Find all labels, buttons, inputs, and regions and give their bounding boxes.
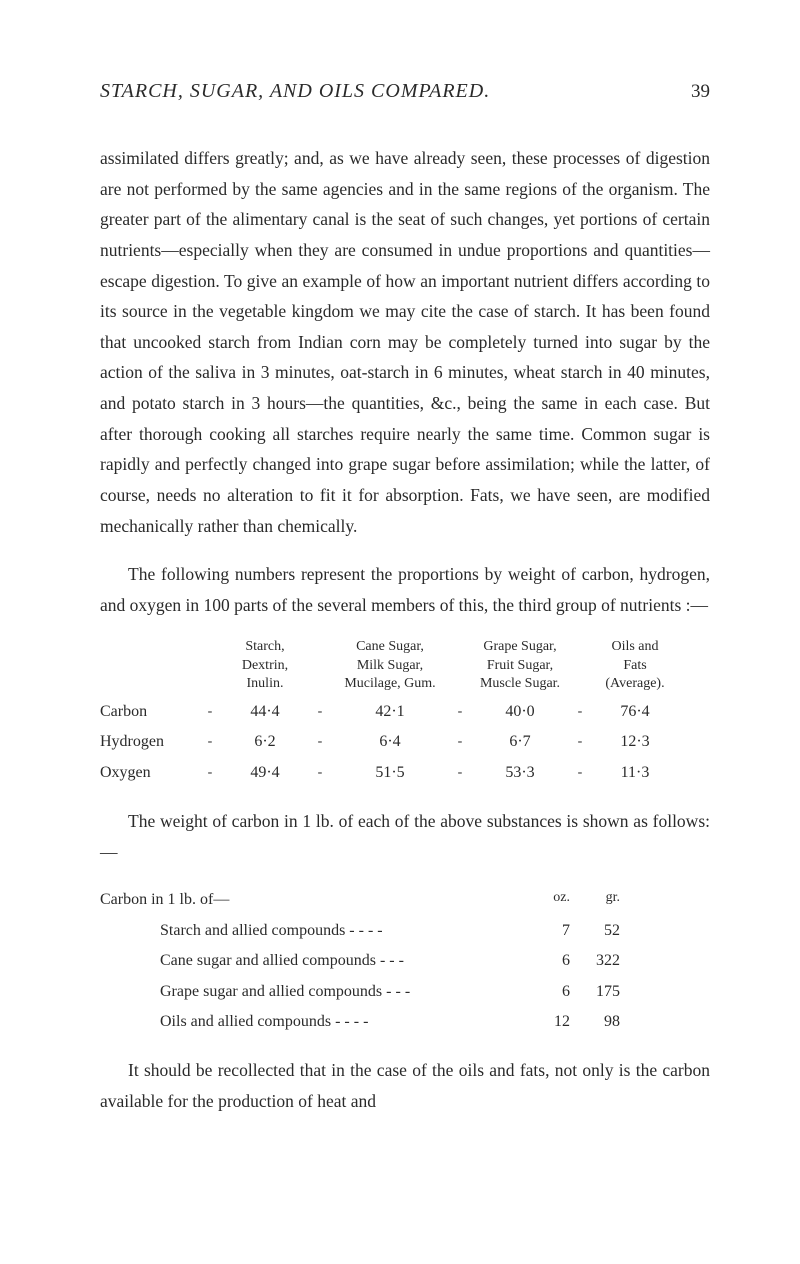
cell: 12·3 <box>590 727 680 757</box>
table-row: Carbon - 44·4 - 42·1 - 40·0 - 76·4 <box>100 697 710 727</box>
list-item-label: Starch and allied compounds - - - - <box>160 916 520 946</box>
header-title: STARCH, SUGAR, AND OILS COMPARED. <box>100 80 490 103</box>
table-header-col4: Oils andFats(Average). <box>590 638 680 693</box>
page-header: STARCH, SUGAR, AND OILS COMPARED. 39 <box>100 80 710 103</box>
cell: 49·4 <box>220 758 310 788</box>
cell: 53·3 <box>470 758 570 788</box>
paragraph-1: assimilated differs greatly; and, as we … <box>100 143 710 541</box>
table-header-col1: Starch,Dextrin,Inulin. <box>220 638 310 693</box>
list-row: Oils and allied compounds - - - - 12 98 <box>100 1007 710 1037</box>
cell: 44·4 <box>220 697 310 727</box>
cell: 6·4 <box>330 727 450 757</box>
cell: 6·2 <box>220 727 310 757</box>
list-row: Cane sugar and allied compounds - - - 6 … <box>100 946 710 976</box>
row-label: Carbon <box>100 697 200 727</box>
list-row: Grape sugar and allied compounds - - - 6… <box>100 977 710 1007</box>
list-header: Carbon in 1 lb. of— oz. gr. <box>100 885 710 915</box>
list-gr: 52 <box>570 916 620 946</box>
list-oz: 6 <box>520 946 570 976</box>
table-row: Oxygen - 49·4 - 51·5 - 53·3 - 11·3 <box>100 758 710 788</box>
table-header-row: Starch,Dextrin,Inulin. Cane Sugar,Milk S… <box>100 638 710 693</box>
cell: 40·0 <box>470 697 570 727</box>
cell: 6·7 <box>470 727 570 757</box>
carbon-list: Carbon in 1 lb. of— oz. gr. Starch and a… <box>100 885 710 1037</box>
table-header-col3: Grape Sugar,Fruit Sugar,Muscle Sugar. <box>470 638 570 693</box>
paragraph-3: The weight of carbon in 1 lb. of each of… <box>100 806 710 867</box>
paragraph-2: The following numbers represent the prop… <box>100 559 710 620</box>
row-label: Oxygen <box>100 758 200 788</box>
list-item-label: Cane sugar and allied compounds - - - <box>160 946 520 976</box>
list-gr: 98 <box>570 1007 620 1037</box>
list-header-oz: oz. <box>520 885 570 915</box>
list-header-label: Carbon in 1 lb. of— <box>100 885 520 915</box>
composition-table: Starch,Dextrin,Inulin. Cane Sugar,Milk S… <box>100 638 710 788</box>
list-gr: 175 <box>570 977 620 1007</box>
list-oz: 12 <box>520 1007 570 1037</box>
list-item-label: Grape sugar and allied compounds - - - <box>160 977 520 1007</box>
cell: 51·5 <box>330 758 450 788</box>
list-header-gr: gr. <box>570 885 620 915</box>
cell: 11·3 <box>590 758 680 788</box>
list-oz: 7 <box>520 916 570 946</box>
list-item-label: Oils and allied compounds - - - - <box>160 1007 520 1037</box>
table-row: Hydrogen - 6·2 - 6·4 - 6·7 - 12·3 <box>100 727 710 757</box>
table-header-col2: Cane Sugar,Milk Sugar,Mucilage, Gum. <box>330 638 450 693</box>
cell: 42·1 <box>330 697 450 727</box>
paragraph-4: It should be recollected that in the cas… <box>100 1055 710 1116</box>
list-row: Starch and allied compounds - - - - 7 52 <box>100 916 710 946</box>
list-gr: 322 <box>570 946 620 976</box>
cell: 76·4 <box>590 697 680 727</box>
list-oz: 6 <box>520 977 570 1007</box>
row-label: Hydrogen <box>100 727 200 757</box>
page-number: 39 <box>691 81 710 103</box>
